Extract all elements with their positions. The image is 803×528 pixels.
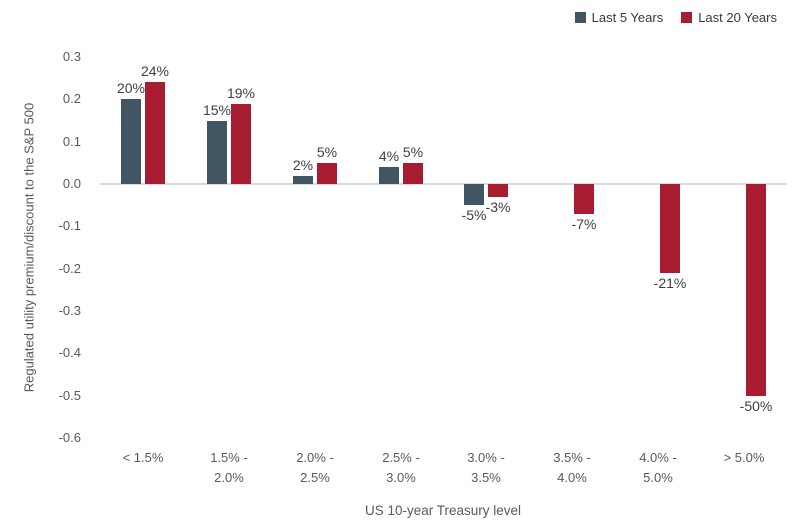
- x-tick-label: 3.0% - 3.5%: [467, 450, 505, 485]
- y-tick-label: -0.3: [58, 303, 81, 318]
- x-tick-label: 4.0% - 5.0%: [639, 450, 677, 485]
- x-tick-label: < 1.5%: [122, 450, 164, 465]
- bar-last-20-years: [574, 184, 594, 214]
- y-tick-label: 0.2: [62, 91, 81, 106]
- bar-value-label: -21%: [653, 275, 687, 291]
- legend-swatch-icon: [574, 12, 586, 23]
- legend-item: Last 5 Years: [574, 10, 664, 25]
- bar-value-label: 20%: [116, 80, 146, 96]
- bar-last-20-years: [403, 163, 423, 184]
- legend: Last 5 Years Last 20 Years: [574, 10, 777, 25]
- x-tick-label: > 5.0%: [723, 450, 765, 465]
- bar-last-5-years: [207, 121, 227, 184]
- y-tick-label: 0.1: [62, 134, 81, 149]
- bar-last-20-years: [488, 184, 508, 197]
- bar-value-label: 19%: [226, 85, 256, 101]
- x-tick-label: 3.5% - 4.0%: [553, 450, 591, 485]
- bar-last-20-years: [746, 184, 766, 396]
- y-tick-label: -0.1: [58, 218, 81, 233]
- x-axis-title: US 10-year Treasury level: [364, 503, 522, 518]
- bar-value-label: 4%: [378, 148, 400, 164]
- bar-last-5-years: [464, 184, 484, 205]
- bar-value-label: 15%: [202, 102, 232, 118]
- y-tick-label: -0.5: [58, 388, 81, 403]
- y-tick-label: -0.6: [58, 430, 81, 445]
- x-tick-label: 1.5% - 2.0%: [210, 450, 248, 485]
- legend-label: Last 20 Years: [698, 10, 777, 25]
- x-tick-label: 2.5% - 3.0%: [382, 450, 420, 485]
- bar-value-label: -3%: [485, 199, 511, 215]
- x-tick-label: 2.0% - 2.5%: [296, 450, 334, 485]
- y-tick-label: -0.2: [58, 261, 81, 276]
- bar-last-20-years: [145, 82, 165, 184]
- bar-value-label: -7%: [571, 216, 597, 232]
- bar-last-20-years: [231, 104, 251, 184]
- bar-value-label: 5%: [316, 144, 338, 160]
- legend-label: Last 5 Years: [591, 10, 664, 25]
- bar-value-label: -50%: [739, 398, 773, 414]
- legend-item: Last 20 Years: [681, 10, 777, 25]
- zero-axis-line: [100, 183, 787, 185]
- bar-last-5-years: [379, 167, 399, 184]
- bar-value-label: 5%: [402, 144, 424, 160]
- bar-value-label: 24%: [140, 63, 170, 79]
- bar-last-5-years: [121, 99, 141, 184]
- y-tick-label: 0.3: [62, 49, 81, 64]
- bar-last-20-years: [317, 163, 337, 184]
- bar-last-5-years: [293, 176, 313, 184]
- y-tick-label: 0.0: [62, 176, 81, 191]
- bar-last-20-years: [660, 184, 680, 273]
- bar-value-label: -5%: [461, 207, 487, 223]
- y-tick-label: -0.4: [58, 345, 81, 360]
- legend-swatch-icon: [681, 12, 693, 23]
- bar-value-label: 2%: [292, 157, 314, 173]
